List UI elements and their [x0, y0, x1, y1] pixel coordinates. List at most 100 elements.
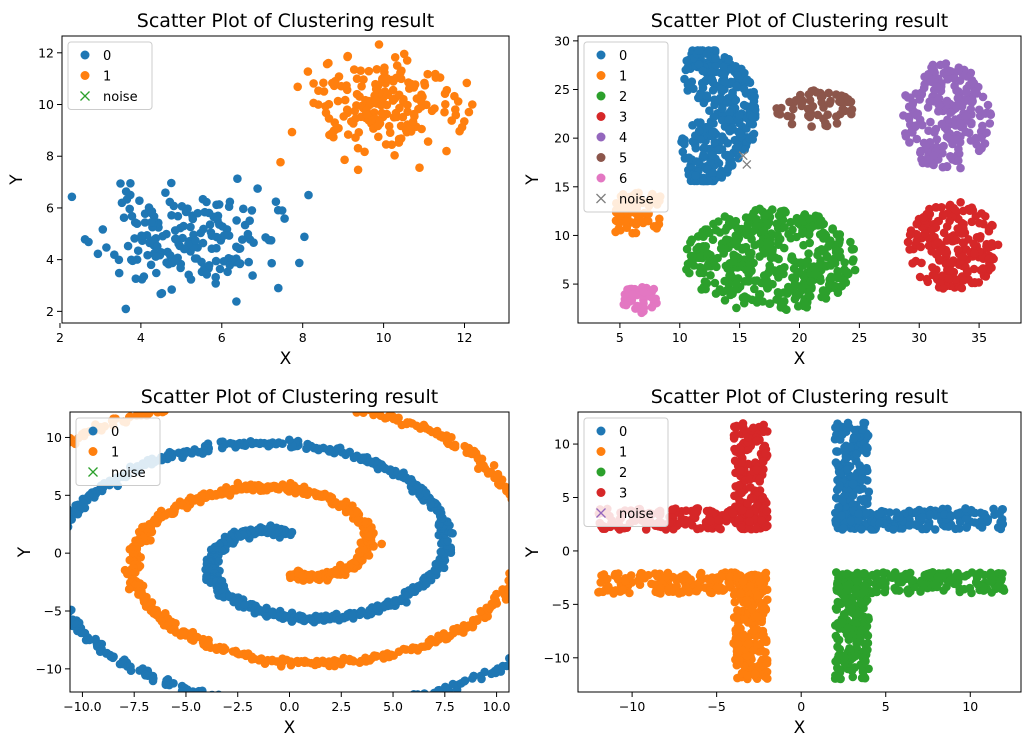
point-series-2	[780, 223, 789, 232]
point-series-4	[967, 136, 976, 145]
point-series-0	[560, 616, 569, 625]
x-tick-label: 30	[911, 330, 927, 345]
point-series-3	[970, 265, 979, 274]
point-series-0	[255, 440, 264, 449]
point-series-1	[514, 497, 523, 506]
point-series-0	[149, 674, 158, 683]
point-series-1	[726, 580, 735, 589]
point-series-0	[245, 216, 254, 225]
x-tick-label: 20	[792, 330, 808, 345]
point-series-0	[124, 242, 133, 251]
point-series-0	[441, 683, 450, 692]
point-series-1	[399, 95, 408, 104]
point-series-3	[958, 284, 967, 293]
point-series-0	[680, 140, 689, 149]
point-series-0	[568, 618, 577, 627]
point-series-0	[49, 579, 58, 588]
point-series-1	[753, 640, 762, 649]
point-series-0	[542, 634, 551, 643]
point-series-1	[350, 65, 359, 74]
point-series-2	[974, 580, 983, 589]
point-series-0	[46, 566, 55, 575]
y-tick-label: 10	[554, 228, 570, 243]
point-series-2	[768, 247, 777, 256]
point-series-0	[720, 78, 729, 87]
point-series-2	[705, 228, 714, 237]
point-series-2	[764, 278, 773, 287]
point-series-0	[180, 245, 189, 254]
point-series-2	[916, 587, 925, 596]
point-series-0	[692, 144, 701, 153]
point-series-0	[264, 442, 273, 451]
point-series-2	[851, 663, 860, 672]
point-series-0	[843, 465, 852, 474]
point-series-0	[421, 693, 430, 702]
point-series-0	[147, 218, 156, 227]
point-series-0	[558, 631, 567, 640]
point-series-4	[954, 156, 963, 165]
point-series-2	[704, 249, 713, 258]
point-series-0	[211, 279, 220, 288]
point-series-0	[51, 578, 60, 587]
point-series-0	[723, 139, 732, 148]
point-series-2	[903, 586, 912, 595]
point-series-0	[299, 702, 308, 711]
legend-label: 0	[111, 425, 119, 440]
point-series-0	[120, 213, 129, 222]
point-series-2	[800, 300, 809, 309]
point-series-0	[944, 522, 953, 531]
point-series-2	[846, 238, 855, 247]
point-series-0	[109, 654, 118, 663]
point-series-0	[152, 252, 161, 261]
point-series-2	[760, 212, 769, 221]
point-series-1	[696, 571, 705, 580]
point-series-0	[740, 85, 749, 94]
point-series-0	[45, 549, 54, 558]
point-series-2	[742, 243, 751, 252]
point-series-2	[834, 574, 843, 583]
point-series-1	[514, 577, 523, 586]
point-series-0	[710, 95, 719, 104]
point-series-0	[236, 259, 245, 268]
point-series-0	[118, 199, 127, 208]
point-series-1	[515, 559, 524, 568]
point-series-0	[534, 643, 543, 652]
point-series-2	[879, 568, 888, 577]
point-series-0	[838, 430, 847, 439]
point-series-4	[912, 121, 921, 130]
point-series-1	[2, 484, 11, 493]
point-series-0	[748, 135, 757, 144]
point-series-0	[997, 525, 1006, 534]
point-series-2	[847, 604, 856, 613]
point-series-0	[188, 449, 197, 458]
x-tick-label: 2	[56, 330, 64, 345]
point-series-0	[370, 702, 379, 711]
point-series-1	[42, 452, 51, 461]
point-series-2	[703, 262, 712, 271]
point-series-3	[977, 209, 986, 218]
point-series-1	[403, 418, 412, 427]
point-series-2	[857, 626, 866, 635]
y-tick-label: 30	[554, 33, 570, 48]
point-series-0	[122, 187, 131, 196]
point-series-1	[304, 67, 313, 76]
point-series-6	[648, 303, 657, 312]
point-series-0	[253, 699, 262, 708]
point-series-0	[270, 705, 279, 714]
point-series-2	[848, 245, 857, 254]
point-series-4	[982, 128, 991, 137]
point-series-0	[248, 271, 257, 280]
legend-label: noise	[619, 193, 654, 208]
point-series-0	[875, 519, 884, 528]
point-series-4	[943, 162, 952, 171]
point-series-2	[848, 257, 857, 266]
point-series-5	[832, 112, 841, 121]
point-series-0	[847, 517, 856, 526]
point-series-3	[953, 224, 962, 233]
point-series-1	[35, 457, 44, 466]
point-series-0	[313, 703, 322, 712]
point-series-0	[56, 526, 65, 535]
point-series-1	[685, 588, 694, 597]
point-series-1	[340, 156, 349, 165]
